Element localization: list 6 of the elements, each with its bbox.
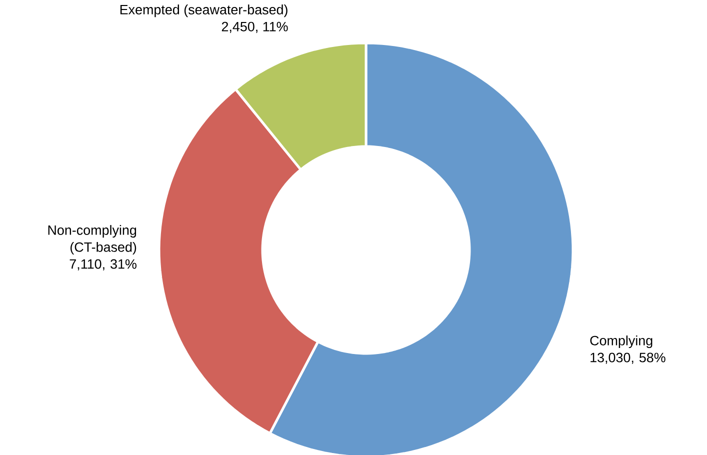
data-label: 2,450, 11% bbox=[222, 22, 288, 33]
data-label: 13,030, 58% bbox=[590, 352, 666, 364]
slice-label: Exempted (seawater-based) bbox=[120, 4, 288, 18]
slice-label: Complying bbox=[590, 336, 652, 348]
slice-label: Non-complying (CT-based) bbox=[48, 225, 136, 255]
data-label: 7,110, 31% bbox=[70, 259, 136, 270]
